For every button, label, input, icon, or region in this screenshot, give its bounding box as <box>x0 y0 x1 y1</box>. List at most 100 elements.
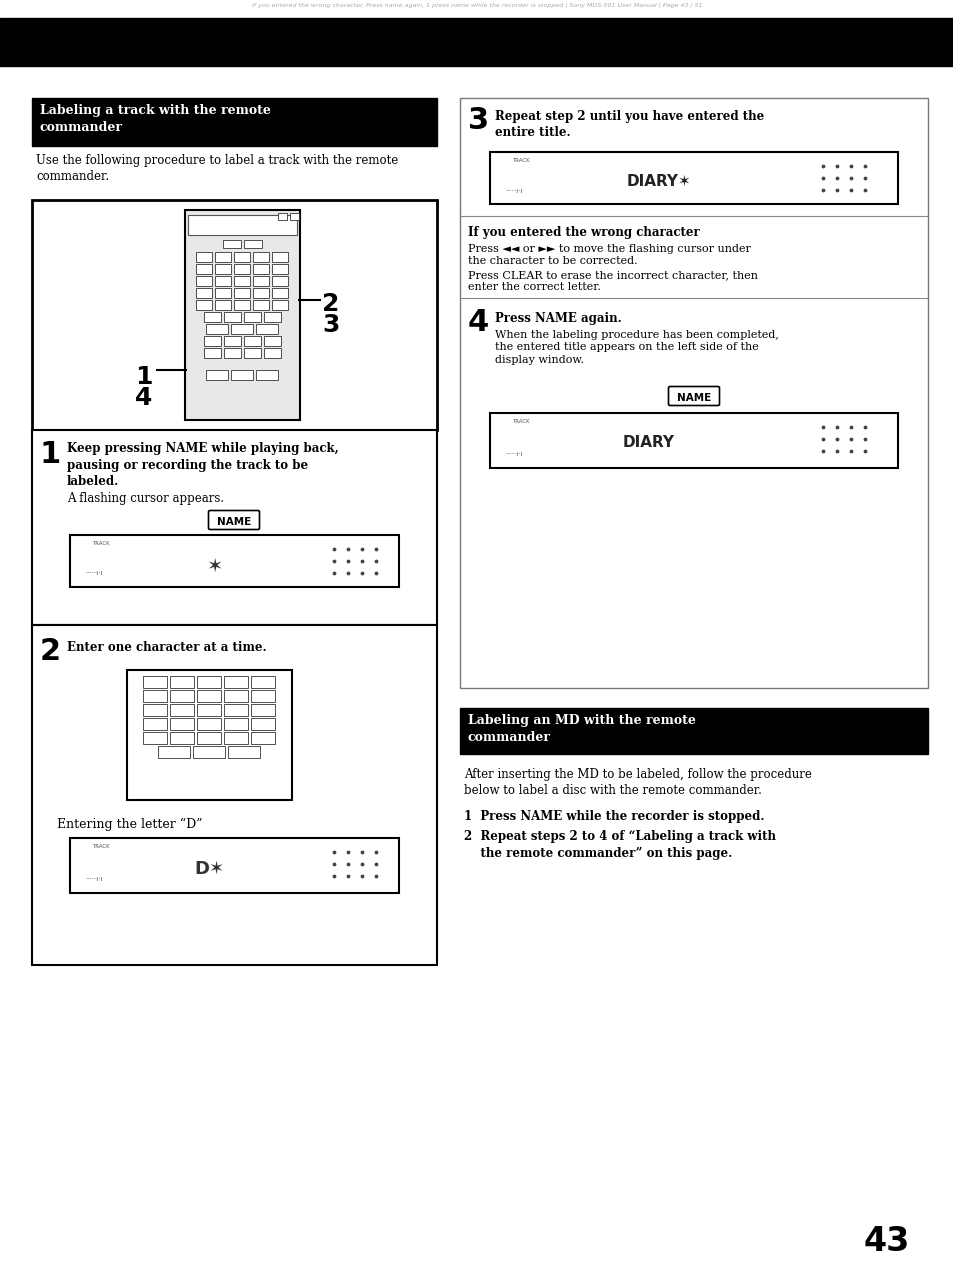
Bar <box>252 676 275 688</box>
Text: TRACK: TRACK <box>91 844 110 849</box>
Bar <box>204 348 221 358</box>
Bar <box>143 718 168 731</box>
Bar <box>197 704 221 717</box>
Bar <box>244 337 261 346</box>
Bar <box>234 300 251 310</box>
Bar <box>232 324 253 334</box>
Bar <box>0 18 953 66</box>
Text: 43: 43 <box>862 1225 909 1258</box>
Bar <box>277 213 287 221</box>
Bar <box>244 240 262 249</box>
Bar <box>206 324 229 334</box>
Bar <box>252 718 275 731</box>
Bar <box>244 348 261 358</box>
Text: Use the following procedure to label a track with the remote
commander.: Use the following procedure to label a t… <box>36 154 397 184</box>
Text: Keep pressing NAME while playing back,
pausing or recording the track to be
labe: Keep pressing NAME while playing back, p… <box>67 442 338 488</box>
Bar <box>252 704 275 717</box>
Bar <box>229 746 260 759</box>
Text: TRACK: TRACK <box>512 158 529 163</box>
Bar <box>224 690 248 703</box>
Bar <box>215 300 232 310</box>
Bar <box>171 676 194 688</box>
Text: 1
4: 1 4 <box>135 365 152 411</box>
Text: ·····ı·ı: ·····ı·ı <box>504 451 522 456</box>
Bar <box>32 430 436 625</box>
Text: When the labeling procedure has been completed,
the entered title appears on the: When the labeling procedure has been com… <box>495 330 778 365</box>
Bar <box>223 240 241 249</box>
Bar <box>32 98 436 147</box>
Bar <box>206 370 229 380</box>
Bar <box>273 288 288 298</box>
Bar <box>253 275 269 286</box>
Bar <box>127 669 292 799</box>
Text: D✶: D✶ <box>193 861 224 878</box>
Text: TRACK: TRACK <box>512 419 529 425</box>
Bar <box>197 676 221 688</box>
Text: Labeling an MD with the remote
commander: Labeling an MD with the remote commander <box>468 714 695 745</box>
Text: ·····ı·ı: ·····ı·ı <box>85 876 102 882</box>
Bar <box>253 264 269 274</box>
Bar <box>273 275 288 286</box>
Bar <box>143 676 168 688</box>
Bar <box>290 213 298 221</box>
Bar <box>158 746 191 759</box>
Bar <box>196 288 213 298</box>
Text: Entering the letter “D”: Entering the letter “D” <box>57 819 202 831</box>
Text: A flashing cursor appears.: A flashing cursor appears. <box>67 492 224 505</box>
Bar <box>224 337 241 346</box>
Bar <box>171 732 194 745</box>
Bar <box>32 625 436 965</box>
Bar <box>264 348 281 358</box>
Bar <box>490 152 897 204</box>
Bar <box>185 210 299 419</box>
Bar <box>143 704 168 717</box>
Bar <box>224 348 241 358</box>
Bar <box>224 732 248 745</box>
Bar <box>273 300 288 310</box>
Bar <box>215 288 232 298</box>
Text: If you entered the wrong character: If you entered the wrong character <box>468 226 699 238</box>
Text: Labeling a track with the remote
commander: Labeling a track with the remote command… <box>40 105 271 134</box>
Bar <box>244 312 261 323</box>
Text: NAME: NAME <box>216 516 251 527</box>
Text: 4: 4 <box>468 309 489 337</box>
Bar <box>234 252 251 261</box>
Bar <box>197 732 221 745</box>
Text: 3: 3 <box>468 106 489 135</box>
Text: 2: 2 <box>40 638 61 666</box>
Text: ·····ı·ı: ·····ı·ı <box>85 570 102 576</box>
Bar <box>256 370 278 380</box>
Text: the remote commander” on this page.: the remote commander” on this page. <box>463 847 732 861</box>
Bar <box>234 264 251 274</box>
Bar <box>70 536 398 586</box>
Bar <box>459 98 927 688</box>
Text: After inserting the MD to be labeled, follow the procedure
below to label a disc: After inserting the MD to be labeled, fo… <box>463 768 811 797</box>
FancyBboxPatch shape <box>209 510 259 529</box>
Bar <box>204 312 221 323</box>
Bar <box>196 300 213 310</box>
Bar <box>171 718 194 731</box>
Bar <box>224 718 248 731</box>
Text: NAME: NAME <box>677 393 710 403</box>
Text: Press CLEAR to erase the incorrect character, then
enter the correct letter.: Press CLEAR to erase the incorrect chara… <box>468 270 758 292</box>
Bar <box>215 275 232 286</box>
Bar <box>171 704 194 717</box>
Bar <box>256 324 278 334</box>
Bar <box>252 732 275 745</box>
Bar <box>253 300 269 310</box>
Text: TRACK: TRACK <box>91 541 110 546</box>
Bar <box>234 288 251 298</box>
Text: If you entered the wrong character, Press name again, 1 press name while the rec: If you entered the wrong character, Pres… <box>252 3 701 9</box>
Bar <box>252 690 275 703</box>
Bar <box>204 337 221 346</box>
Bar <box>264 337 281 346</box>
Bar <box>171 690 194 703</box>
Bar <box>224 676 248 688</box>
Bar <box>143 732 168 745</box>
Bar <box>143 690 168 703</box>
Bar <box>193 746 225 759</box>
Text: 1: 1 <box>40 440 61 469</box>
Text: Enter one character at a time.: Enter one character at a time. <box>67 641 266 654</box>
Bar <box>490 413 897 468</box>
FancyBboxPatch shape <box>668 386 719 405</box>
